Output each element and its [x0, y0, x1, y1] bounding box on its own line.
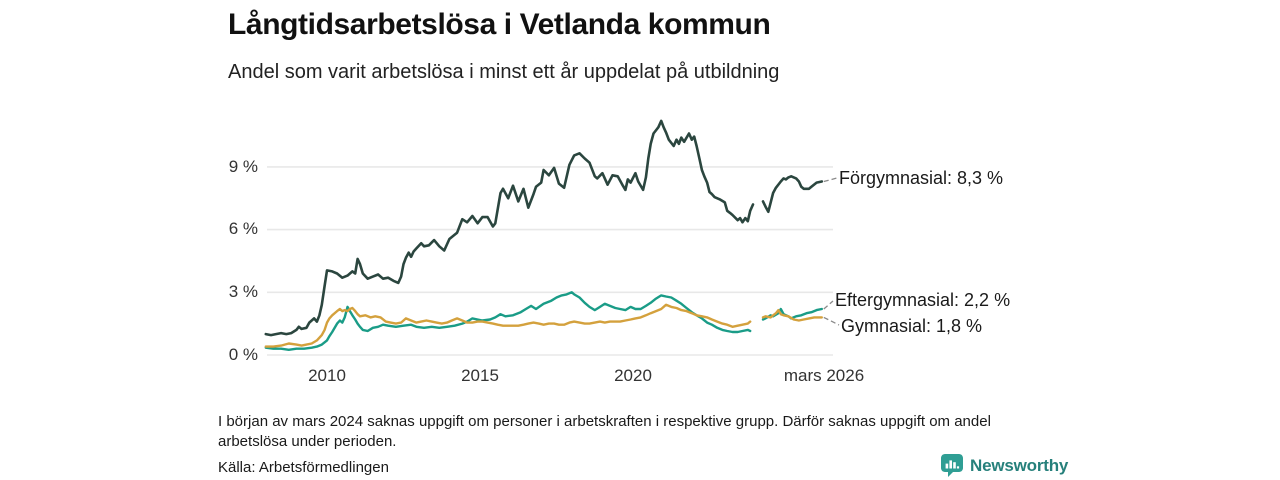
footnote: I början av mars 2024 saknas uppgift om … — [218, 413, 991, 450]
y-axis-tick-6: 6 % — [228, 219, 258, 238]
newsworthy-logo-text: Newsworthy — [970, 455, 1069, 475]
line-gymnasial — [264, 303, 823, 348]
x-axis-tick-2015: 2015 — [461, 366, 499, 385]
label-connector-gymnasial — [823, 316, 840, 326]
newsworthy-bubble-chart-icon — [941, 454, 963, 477]
line-eftergymnasial — [264, 291, 823, 351]
label-connector-förgymnasial — [823, 177, 838, 183]
y-axis-tick-3: 3 % — [228, 282, 258, 301]
series-label-gymnasial: Gymnasial: 1,8 % — [841, 316, 983, 336]
page-title: Långtidsarbetslösa i Vetlanda kommun — [228, 8, 771, 41]
series-label-eftergymnasial: Eftergymnasial: 2,2 % — [835, 290, 1011, 310]
series-label-forgymnasial: Förgymnasial: 8,3 % — [839, 168, 1004, 188]
label-connector-eftergymnasial — [823, 300, 834, 310]
source-attribution: Källa: Arbetsförmedlingen — [218, 459, 389, 476]
chart-subtitle: Andel som varit arbetslösa i minst ett å… — [228, 61, 780, 83]
y-axis-tick-0: 0 % — [228, 345, 258, 364]
x-axis-tick-2010: 2010 — [308, 366, 346, 385]
y-axis-tick-9: 9 % — [228, 157, 258, 176]
x-axis-tick-mars-2026: mars 2026 — [783, 366, 865, 385]
x-axis-tick-2020: 2020 — [614, 366, 652, 385]
line-förgymnasial — [264, 119, 824, 337]
newsworthy-logo: Newsworthy — [941, 454, 1068, 477]
